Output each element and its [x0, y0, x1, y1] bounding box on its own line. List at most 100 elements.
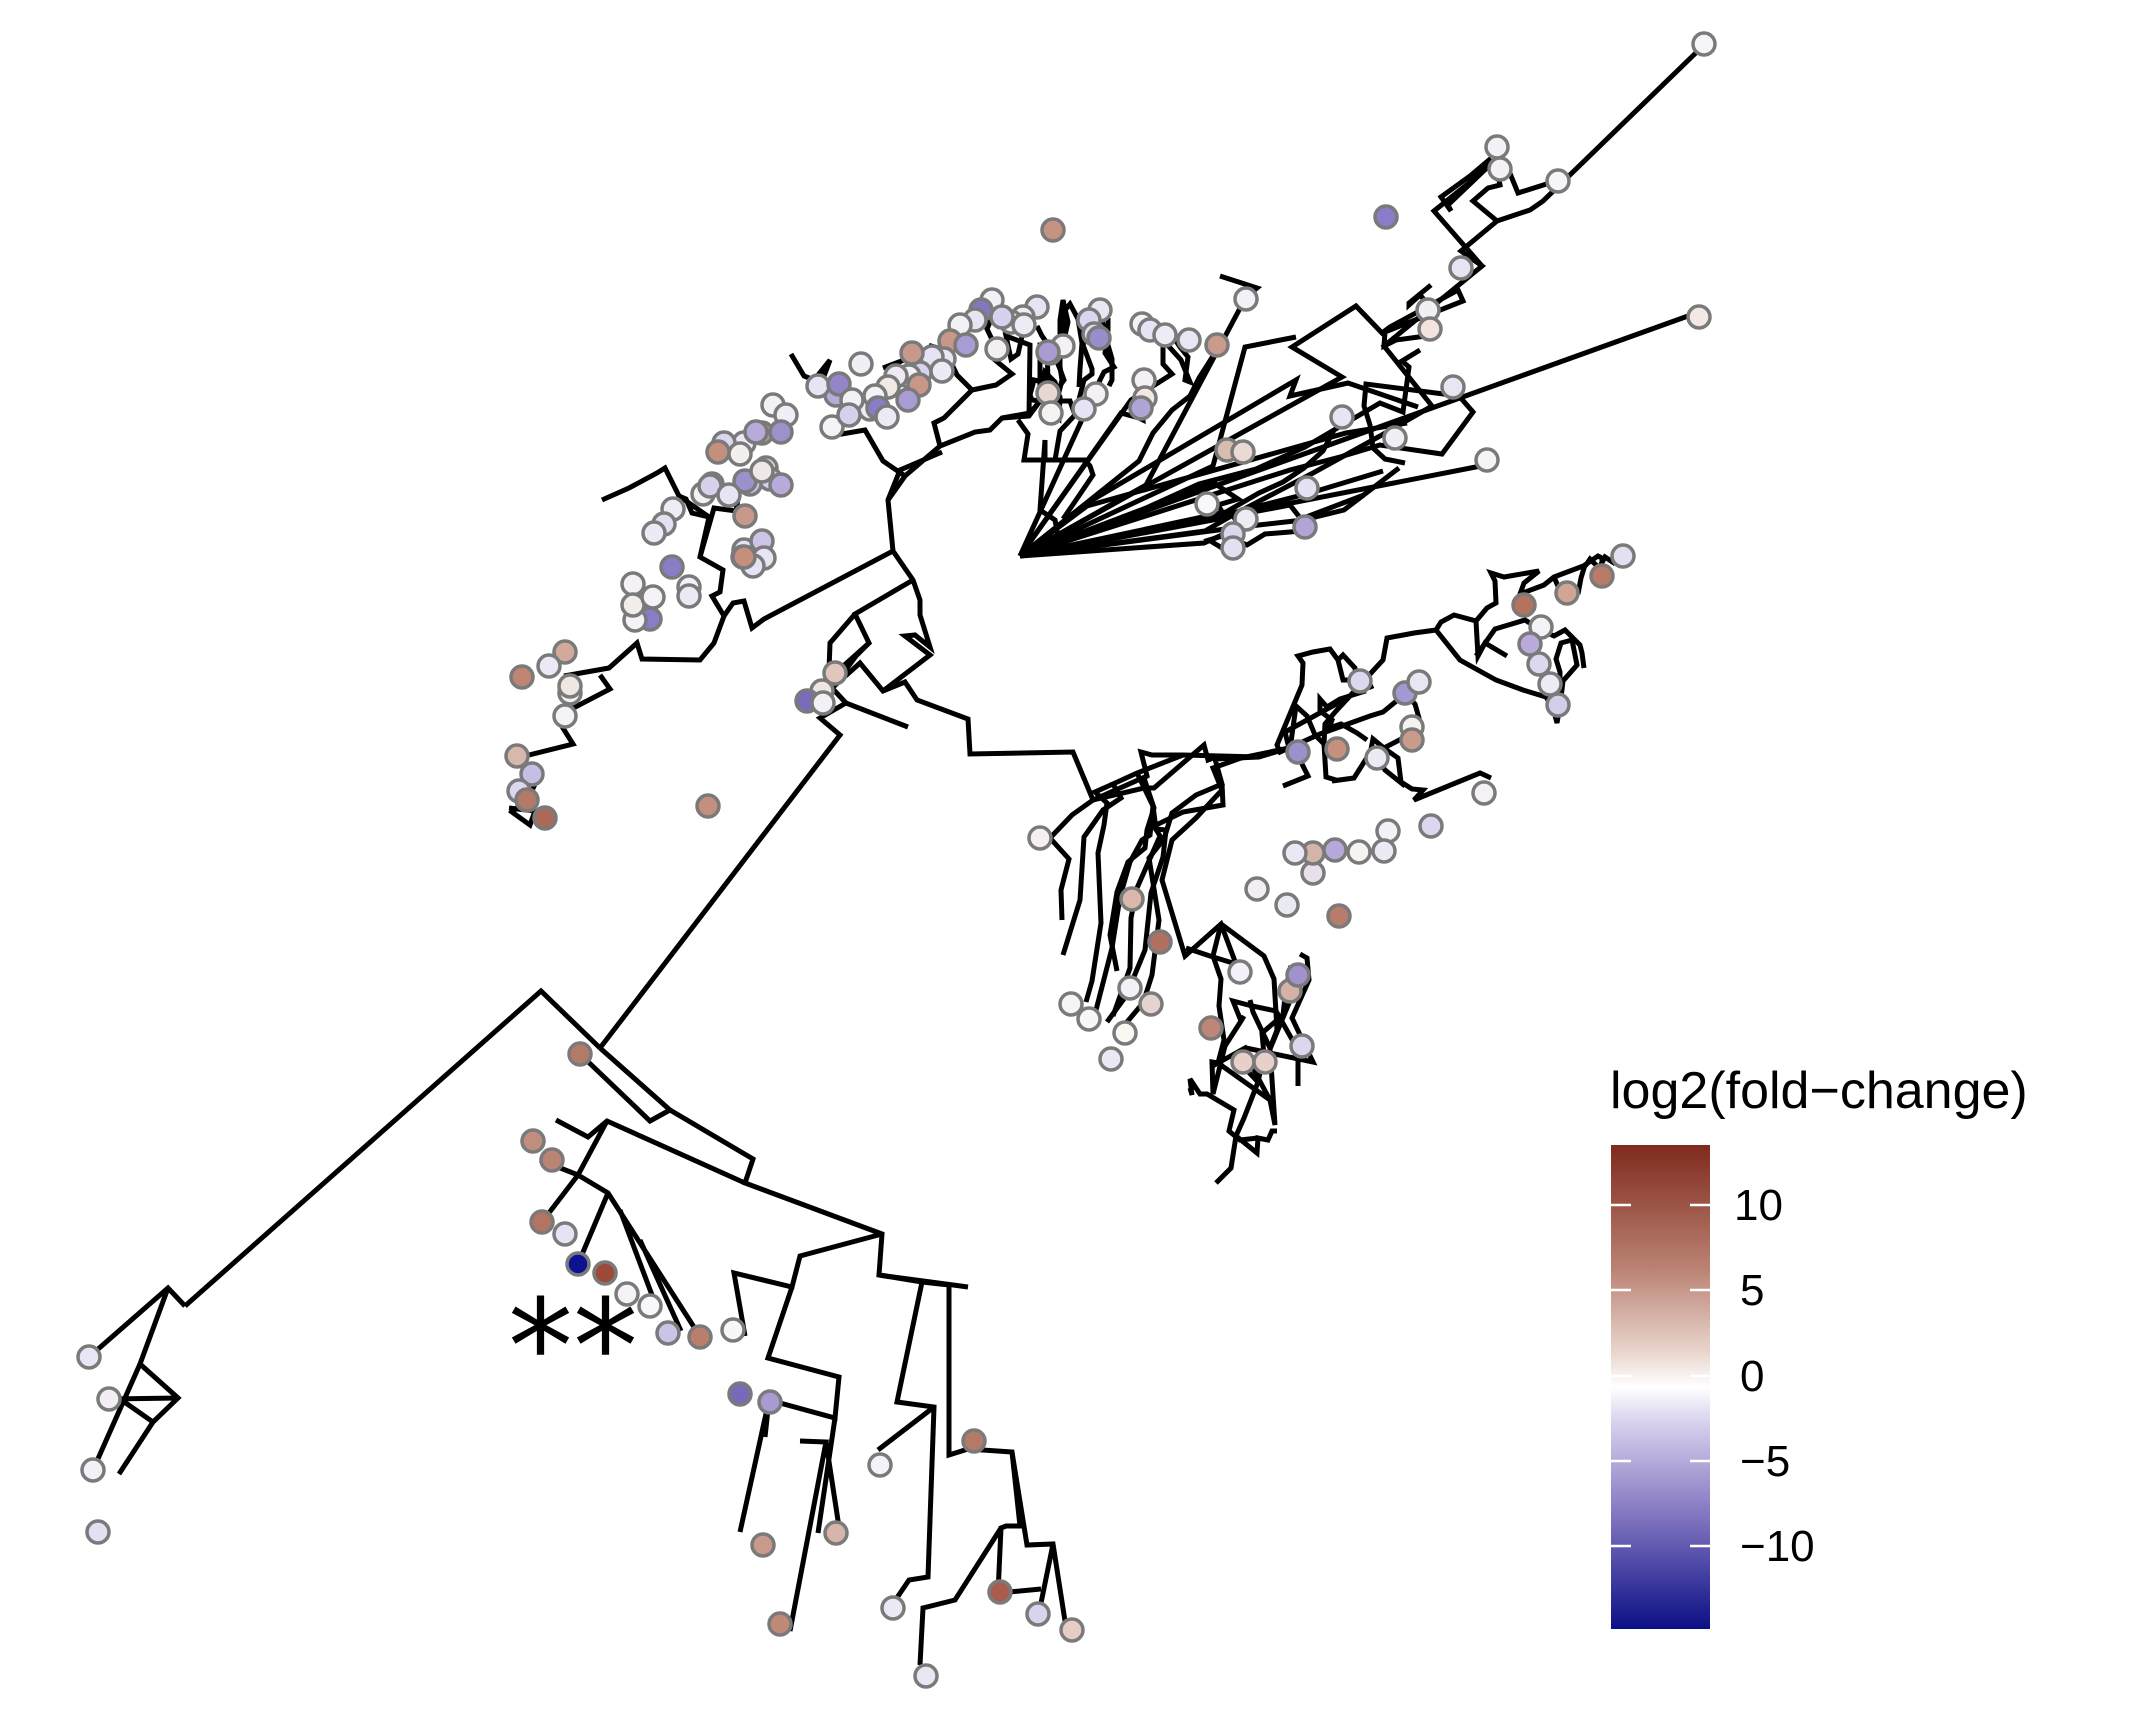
tip-node [731, 544, 757, 570]
tip-node [732, 503, 758, 529]
tip-node [1119, 886, 1145, 912]
tip-node [565, 1251, 591, 1277]
branch-crown-13 [1019, 428, 1337, 559]
tip-node [1086, 325, 1112, 351]
tip-node [1373, 204, 1399, 230]
legend-tick-label-5: 5 [1740, 1266, 1764, 1315]
tip-node [899, 340, 925, 366]
tip-node [1329, 404, 1355, 430]
branch-lower-d [762, 1286, 842, 1438]
tip-node [953, 332, 979, 358]
tip-node [1326, 903, 1352, 929]
tip-node [1474, 447, 1500, 473]
tip-node [1610, 543, 1636, 569]
tip-node [552, 639, 578, 665]
legend-tick-label-neg5: −5 [1740, 1437, 1790, 1486]
tip-node [80, 1457, 106, 1483]
tip-node [1294, 475, 1320, 501]
tip-node [504, 743, 530, 769]
tip-node [1098, 1046, 1124, 1072]
tip-node [557, 673, 583, 699]
tip-node [1418, 813, 1444, 839]
tip-node [1194, 491, 1220, 517]
tip-node [509, 664, 535, 690]
tip-node [1292, 514, 1318, 540]
branch-lower-i [917, 1526, 1004, 1666]
tip-node [1399, 727, 1425, 753]
tree-tips [76, 31, 1717, 1689]
branch-right-f [1107, 773, 1157, 972]
tip-node [519, 761, 545, 787]
branch-right-p [1245, 951, 1318, 1066]
tip-node [552, 1221, 578, 1247]
tip-node [1324, 736, 1350, 762]
tip-node [1071, 396, 1097, 422]
tip-node [1526, 651, 1552, 677]
tip-node [749, 458, 775, 484]
tip-node [768, 419, 794, 445]
tip-node [655, 1320, 681, 1346]
tip-node [1035, 339, 1061, 365]
asterisk-marker: ** [508, 1271, 638, 1423]
tip-node [913, 1663, 939, 1689]
branch-right-o [1187, 1077, 1259, 1143]
tip-node [1233, 286, 1259, 312]
tip-node [1691, 31, 1717, 57]
tip-node [1220, 535, 1246, 561]
tip-node [1406, 669, 1432, 695]
branch-lower-asterisk [575, 1172, 704, 1340]
tip-node [750, 1532, 776, 1558]
tip-node [620, 571, 646, 597]
branch-upper-l [1052, 299, 1085, 409]
branch-right-i [1159, 745, 1290, 968]
tip-node [539, 1147, 565, 1173]
branch-trunk [598, 700, 909, 1050]
tip-node [85, 1519, 111, 1545]
legend-tick-label-neg10: −10 [1740, 1522, 1815, 1571]
tip-node [1282, 840, 1308, 866]
tip-node [1025, 1601, 1051, 1627]
branch-upper-i [1015, 413, 1077, 463]
branch-upper-k [1027, 324, 1051, 404]
tip-node [1347, 668, 1373, 694]
branch-lower-c [730, 1231, 883, 1337]
legend-colorbar [1611, 1145, 1710, 1629]
tip-node [823, 1520, 849, 1546]
tip-node [836, 402, 862, 428]
tip-node [1038, 400, 1064, 426]
tip-node [1686, 304, 1712, 330]
tip-node [874, 404, 900, 430]
tip-node [514, 787, 540, 813]
tip-node [1230, 1049, 1256, 1075]
tree-branches [87, 42, 1707, 1666]
legend: log2(fold−change) 10 5 0 −5 −10 [1610, 1062, 2028, 1629]
tip-node [720, 1317, 746, 1343]
tip-node [529, 1209, 555, 1235]
branch-crown-20 [1019, 313, 1689, 559]
tip-node [1204, 332, 1230, 358]
branch-spine [828, 659, 1219, 803]
tip-node [1289, 1033, 1315, 1059]
tip-node [1058, 991, 1084, 1017]
branch-outgroup-root [183, 987, 602, 1308]
tip-node [76, 1344, 102, 1370]
tip-node [567, 1041, 593, 1067]
tip-node [536, 653, 562, 679]
branch-crown-23 [1430, 42, 1707, 268]
tip-node [1545, 168, 1571, 194]
tip-node [637, 1293, 663, 1319]
legend-tick-label-10: 10 [1734, 1181, 1783, 1230]
branch-lower-f [876, 1272, 937, 1610]
tip-node [1227, 959, 1253, 985]
tip-node [989, 304, 1015, 330]
tip-node [1471, 780, 1497, 806]
tip-node [614, 1281, 640, 1307]
tip-node [867, 1452, 893, 1478]
tip-node [716, 482, 742, 508]
tip-node [1117, 975, 1143, 1001]
tip-node [1076, 1006, 1102, 1032]
tip-node [1545, 692, 1571, 718]
tip-node [532, 805, 558, 831]
branch-lower-a [554, 1117, 747, 1186]
tip-node [822, 660, 848, 686]
